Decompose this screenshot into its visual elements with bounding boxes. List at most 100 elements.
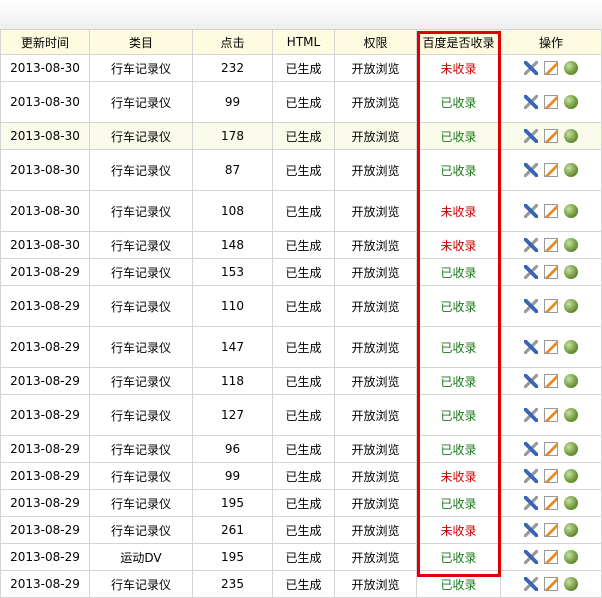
tool-icon[interactable] [524, 496, 538, 511]
edit-icon[interactable] [544, 129, 558, 144]
tool-icon[interactable] [524, 163, 538, 178]
table-row[interactable]: 2013-08-29 行车记录仪 261 已生成 开放浏览 未收录 [0, 516, 602, 544]
edit-icon[interactable] [544, 408, 558, 423]
cell-category: 行车记录仪 [89, 258, 193, 286]
globe-icon[interactable] [564, 265, 578, 280]
globe-icon[interactable] [564, 469, 578, 484]
cell-date: 2013-08-29 [0, 258, 90, 286]
cell-category: 行车记录仪 [89, 435, 193, 463]
table-row[interactable]: 2013-08-30 行车记录仪 108 已生成 开放浏览 未收录 [0, 190, 602, 232]
cell-baidu-indexed: 未收录 [416, 190, 501, 232]
cell-html: 已生成 [272, 516, 335, 544]
globe-icon[interactable] [564, 61, 578, 76]
cell-clicks: 195 [192, 489, 273, 517]
edit-icon[interactable] [544, 299, 558, 314]
edit-icon[interactable] [544, 95, 558, 110]
edit-icon[interactable] [544, 265, 558, 280]
cell-date: 2013-08-29 [0, 367, 90, 395]
table-row[interactable]: 2013-08-29 行车记录仪 147 已生成 开放浏览 已收录 [0, 326, 602, 368]
tool-icon[interactable] [524, 374, 538, 389]
edit-icon[interactable] [544, 469, 558, 484]
tool-icon[interactable] [524, 238, 538, 253]
cell-html: 已生成 [272, 394, 335, 436]
table-row[interactable]: 2013-08-30 行车记录仪 87 已生成 开放浏览 已收录 [0, 149, 602, 191]
globe-icon[interactable] [564, 204, 578, 219]
edit-icon[interactable] [544, 523, 558, 538]
globe-icon[interactable] [564, 374, 578, 389]
cell-baidu-indexed: 未收录 [416, 54, 501, 82]
table-row[interactable]: 2013-08-29 行车记录仪 195 已生成 开放浏览 已收录 [0, 489, 602, 517]
table-row[interactable]: 2013-08-29 行车记录仪 118 已生成 开放浏览 已收录 [0, 367, 602, 395]
tool-icon[interactable] [524, 340, 538, 355]
globe-icon[interactable] [564, 408, 578, 423]
table-row[interactable]: 2013-08-29 行车记录仪 127 已生成 开放浏览 已收录 [0, 394, 602, 436]
tool-icon[interactable] [524, 469, 538, 484]
cell-actions [500, 258, 602, 286]
cell-category: 行车记录仪 [89, 570, 193, 598]
globe-icon[interactable] [564, 163, 578, 178]
header-clicks: 点击 [192, 29, 273, 55]
cell-baidu-indexed: 已收录 [416, 435, 501, 463]
edit-icon[interactable] [544, 577, 558, 592]
table-row[interactable]: 2013-08-29 行车记录仪 96 已生成 开放浏览 已收录 [0, 435, 602, 463]
globe-icon[interactable] [564, 577, 578, 592]
cell-category: 行车记录仪 [89, 285, 193, 327]
table-row[interactable]: 2013-08-29 行车记录仪 110 已生成 开放浏览 已收录 [0, 285, 602, 327]
tool-icon[interactable] [524, 265, 538, 280]
edit-icon[interactable] [544, 442, 558, 457]
cell-html: 已生成 [272, 435, 335, 463]
edit-icon[interactable] [544, 496, 558, 511]
edit-icon[interactable] [544, 163, 558, 178]
tool-icon[interactable] [524, 442, 538, 457]
table-row[interactable]: 2013-08-30 行车记录仪 232 已生成 开放浏览 未收录 [0, 54, 602, 82]
edit-icon[interactable] [544, 61, 558, 76]
tool-icon[interactable] [524, 129, 538, 144]
tool-icon[interactable] [524, 61, 538, 76]
cell-actions [500, 489, 602, 517]
table-row[interactable]: 2013-08-30 行车记录仪 178 已生成 开放浏览 已收录 [0, 122, 602, 150]
edit-icon[interactable] [544, 204, 558, 219]
globe-icon[interactable] [564, 95, 578, 110]
globe-icon[interactable] [564, 129, 578, 144]
cell-html: 已生成 [272, 81, 335, 123]
cell-category: 行车记录仪 [89, 122, 193, 150]
table-row[interactable]: 2013-08-29 运动DV 195 已生成 开放浏览 已收录 [0, 543, 602, 571]
tool-icon[interactable] [524, 577, 538, 592]
cell-html: 已生成 [272, 543, 335, 571]
table-row[interactable]: 2013-08-30 行车记录仪 99 已生成 开放浏览 已收录 [0, 81, 602, 123]
table-row[interactable]: 2013-08-30 行车记录仪 148 已生成 开放浏览 未收录 [0, 231, 602, 259]
table-row[interactable]: 2013-08-29 行车记录仪 99 已生成 开放浏览 未收录 [0, 462, 602, 490]
cell-permission: 开放浏览 [334, 258, 417, 286]
cell-permission: 开放浏览 [334, 285, 417, 327]
globe-icon[interactable] [564, 523, 578, 538]
tool-icon[interactable] [524, 550, 538, 565]
edit-icon[interactable] [544, 340, 558, 355]
cell-baidu-indexed: 已收录 [416, 149, 501, 191]
globe-icon[interactable] [564, 340, 578, 355]
globe-icon[interactable] [564, 550, 578, 565]
cell-baidu-indexed: 已收录 [416, 81, 501, 123]
tool-icon[interactable] [524, 204, 538, 219]
edit-icon[interactable] [544, 374, 558, 389]
edit-icon[interactable] [544, 238, 558, 253]
tool-icon[interactable] [524, 299, 538, 314]
cell-clicks: 232 [192, 54, 273, 82]
globe-icon[interactable] [564, 496, 578, 511]
globe-icon[interactable] [564, 299, 578, 314]
tool-icon[interactable] [524, 408, 538, 423]
tool-icon[interactable] [524, 95, 538, 110]
edit-icon[interactable] [544, 550, 558, 565]
cell-html: 已生成 [272, 54, 335, 82]
cell-html: 已生成 [272, 367, 335, 395]
globe-icon[interactable] [564, 238, 578, 253]
cell-actions [500, 516, 602, 544]
cell-html: 已生成 [272, 285, 335, 327]
tool-icon[interactable] [524, 523, 538, 538]
cell-category: 行车记录仪 [89, 190, 193, 232]
cell-category: 行车记录仪 [89, 394, 193, 436]
globe-icon[interactable] [564, 442, 578, 457]
table-row[interactable]: 2013-08-29 行车记录仪 235 已生成 开放浏览 已收录 [0, 570, 602, 598]
cell-category: 行车记录仪 [89, 81, 193, 123]
cell-html: 已生成 [272, 190, 335, 232]
table-row[interactable]: 2013-08-29 行车记录仪 153 已生成 开放浏览 已收录 [0, 258, 602, 286]
